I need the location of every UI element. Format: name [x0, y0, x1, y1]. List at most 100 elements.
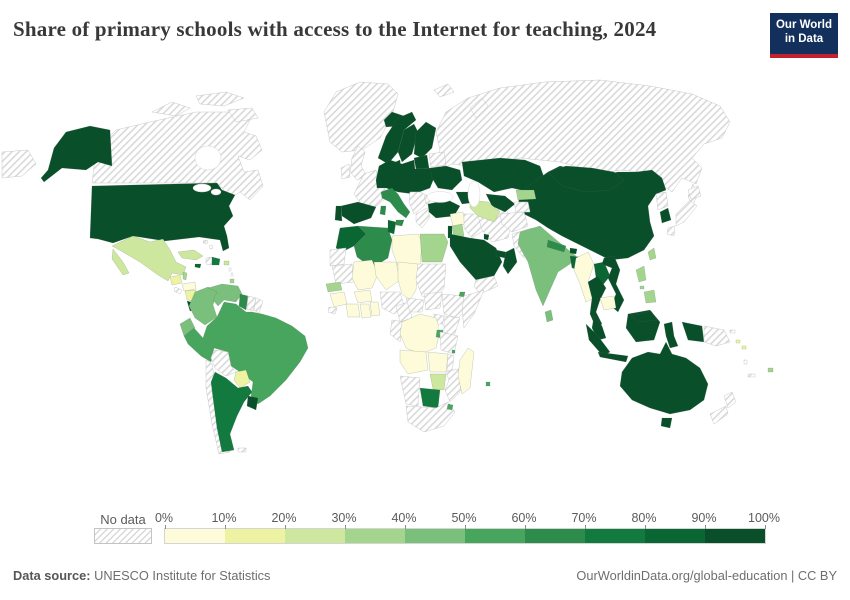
country-new-zealand[interactable] — [709, 391, 737, 425]
country-ireland[interactable] — [340, 163, 351, 180]
country-ghana[interactable] — [359, 303, 372, 319]
country-trinidad-and-tobago[interactable] — [229, 278, 235, 284]
country-fiji[interactable] — [767, 367, 774, 373]
country-zimbabwe[interactable] — [429, 373, 447, 391]
country-canada-arctic[interactable] — [151, 101, 191, 117]
country-botswana[interactable] — [419, 387, 441, 409]
country-new-caledonia[interactable] — [747, 373, 756, 378]
country-canada-arctic[interactable] — [227, 107, 259, 123]
country-china[interactable] — [517, 165, 667, 261]
country-north-korea[interactable] — [655, 191, 669, 211]
country-italy-sardinia[interactable] — [379, 205, 387, 216]
country-cuba[interactable] — [177, 249, 204, 261]
country-australia-tasmania[interactable] — [660, 417, 673, 429]
country-bahamas[interactable] — [202, 239, 214, 250]
country-turkmenistan[interactable] — [469, 199, 501, 223]
country-mongolia[interactable] — [547, 165, 625, 193]
country-uruguay[interactable] — [246, 395, 259, 411]
country-ukraine[interactable] — [429, 165, 463, 191]
country-bhutan[interactable] — [569, 247, 578, 255]
country-finland[interactable] — [413, 121, 437, 159]
country-balkans-region[interactable] — [408, 191, 429, 215]
country-angola[interactable] — [399, 349, 429, 375]
country-lesser-antilles[interactable] — [228, 267, 234, 277]
country-mexico[interactable] — [111, 235, 187, 282]
country-spain[interactable] — [340, 201, 377, 225]
country-indonesia-papua[interactable] — [681, 321, 705, 343]
country-syria[interactable] — [449, 211, 466, 227]
country-jamaica[interactable] — [194, 263, 202, 269]
country-ivory-coast[interactable] — [345, 303, 361, 318]
country-niger[interactable] — [373, 261, 401, 291]
country-italy[interactable] — [380, 187, 411, 219]
country-falkland-islands[interactable] — [237, 447, 247, 453]
country-belarus[interactable] — [428, 151, 447, 168]
country-french-guiana[interactable] — [253, 297, 264, 314]
country-united-states-alaska[interactable] — [40, 125, 113, 183]
country-honduras[interactable] — [181, 281, 197, 292]
country-greenland[interactable] — [323, 81, 399, 153]
country-el-salvador[interactable] — [173, 286, 183, 295]
country-western-sahara[interactable] — [329, 247, 347, 267]
country-svalbard[interactable] — [433, 83, 455, 98]
country-gabon-congo-region[interactable] — [389, 319, 405, 343]
country-tanzania[interactable] — [439, 331, 459, 355]
country-papua-new-guinea[interactable] — [703, 325, 736, 347]
country-malawi[interactable] — [446, 353, 455, 373]
country-chad[interactable] — [397, 261, 419, 301]
country-indonesia-java[interactable] — [597, 351, 629, 363]
country-norway[interactable] — [377, 111, 417, 165]
country-libya[interactable] — [391, 233, 423, 267]
country-canada-arctic[interactable] — [195, 91, 245, 107]
country-russia-novaya-zemlya[interactable] — [469, 97, 489, 119]
country-paraguay[interactable] — [233, 369, 251, 389]
country-south-sudan[interactable] — [423, 291, 443, 311]
country-taiwan[interactable] — [647, 247, 657, 261]
country-saudi-arabia[interactable] — [449, 233, 503, 281]
country-democratic-republic-of-congo[interactable] — [399, 313, 441, 355]
country-guatemala[interactable] — [169, 274, 183, 286]
country-argentina[interactable] — [210, 371, 253, 453]
owid-logo[interactable]: Our World in Data — [770, 13, 838, 58]
country-central-african-republic[interactable] — [405, 297, 425, 313]
country-philippines[interactable] — [635, 265, 657, 304]
country-greece[interactable] — [415, 207, 431, 229]
country-japan[interactable] — [666, 185, 702, 237]
country-egypt[interactable] — [419, 233, 449, 263]
country-baltic-states[interactable] — [413, 154, 430, 170]
country-united-kingdom[interactable] — [349, 145, 368, 181]
country-tajikistan[interactable] — [513, 201, 531, 213]
country-comoros[interactable] — [451, 349, 456, 354]
country-suriname[interactable] — [246, 295, 257, 312]
country-kenya[interactable] — [443, 315, 461, 337]
country-sierra-leone[interactable] — [327, 306, 338, 315]
country-venezuela[interactable] — [207, 283, 243, 307]
country-puerto-rico[interactable] — [223, 260, 230, 266]
country-mauritania[interactable] — [331, 263, 355, 285]
country-vanuatu[interactable] — [743, 359, 748, 365]
country-senegal[interactable] — [325, 281, 343, 293]
country-madagascar[interactable] — [457, 347, 475, 395]
country-colombia[interactable] — [188, 286, 218, 326]
country-portugal[interactable] — [334, 205, 343, 222]
country-jordan[interactable] — [451, 223, 465, 239]
country-belize[interactable] — [182, 271, 188, 281]
country-australia[interactable] — [619, 341, 709, 415]
country-south-korea[interactable] — [659, 207, 672, 224]
country-somalia[interactable] — [461, 289, 485, 329]
country-guyana[interactable] — [238, 293, 249, 311]
country-thailand[interactable] — [587, 275, 607, 329]
country-malaysia-borneo[interactable] — [630, 310, 658, 323]
country-brazil[interactable] — [202, 301, 309, 405]
country-togo-benin-region[interactable] — [369, 301, 381, 317]
country-vietnam[interactable] — [601, 255, 625, 313]
country-burkina-faso[interactable] — [353, 289, 373, 304]
country-nepal[interactable] — [546, 239, 567, 253]
country-ecuador[interactable] — [179, 317, 196, 337]
country-dominican-republic[interactable] — [211, 256, 221, 266]
country-uzbekistan[interactable] — [485, 193, 516, 213]
country-yemen[interactable] — [473, 275, 499, 295]
country-mali[interactable] — [351, 259, 379, 291]
country-kuwait[interactable] — [483, 233, 490, 241]
country-tunisia[interactable] — [387, 219, 397, 235]
